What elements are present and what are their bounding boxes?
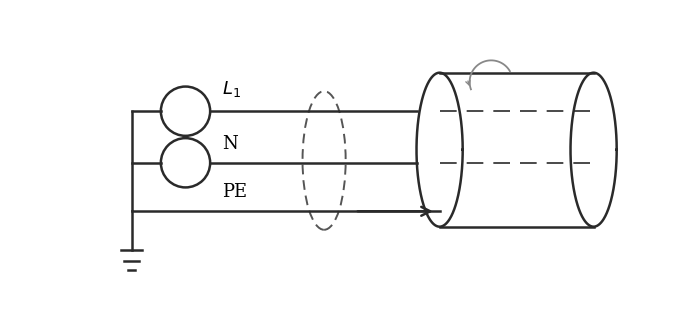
Text: N: N — [222, 135, 237, 153]
Text: PE: PE — [222, 183, 247, 201]
Text: $L_1$: $L_1$ — [222, 79, 241, 99]
